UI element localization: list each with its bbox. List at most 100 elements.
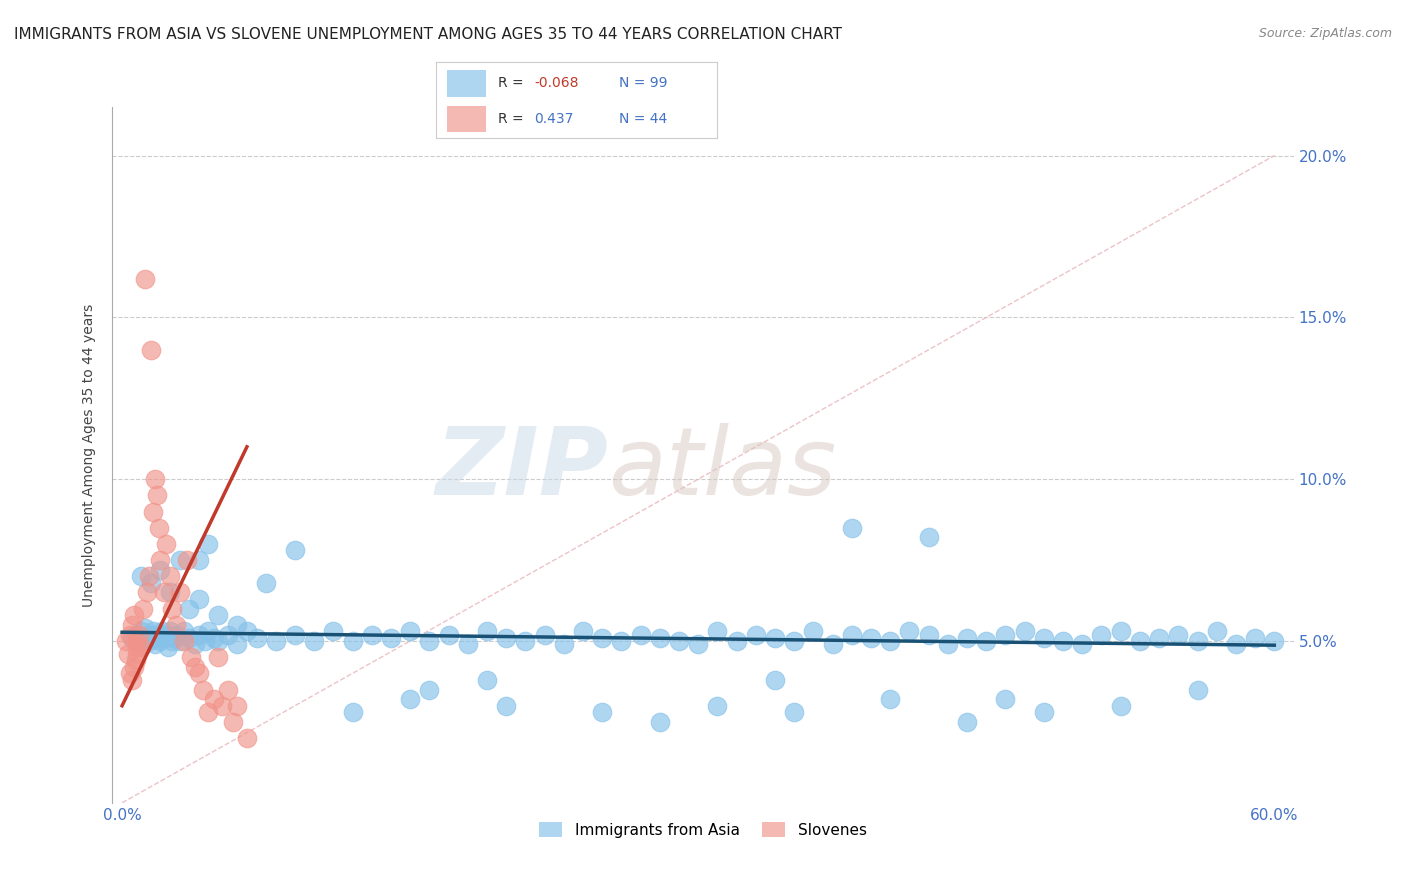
Point [322,624,344,639]
Point [124,627,146,641]
Point [187,666,209,681]
Point [207,608,229,623]
Point [1109,624,1132,639]
Point [648,631,671,645]
Point [197,705,219,719]
Point [132,637,155,651]
Point [173,624,195,639]
Point [1167,627,1189,641]
Point [222,714,245,729]
Point [648,714,671,729]
Point [1032,705,1054,719]
Point [475,673,498,687]
Point [284,543,307,558]
Point [533,627,555,641]
Point [211,698,233,713]
Point [159,624,181,639]
Point [1225,637,1247,651]
Point [129,624,152,639]
Point [936,637,959,651]
Point [127,647,149,661]
Point [202,692,225,706]
Point [142,624,165,639]
Point [124,653,146,667]
Point [191,682,214,697]
Point [360,627,382,641]
Point [879,692,901,706]
Point [1052,634,1074,648]
Point [202,631,225,645]
Point [380,631,402,645]
Text: R =: R = [498,76,527,90]
Point [821,637,844,651]
Point [145,631,167,645]
Point [1187,634,1209,648]
Point [163,631,186,645]
Point [1147,631,1170,645]
Point [187,627,209,641]
Point [142,504,165,518]
Point [226,617,249,632]
Point [917,531,939,545]
Legend: Immigrants from Asia, Slovenes: Immigrants from Asia, Slovenes [533,815,873,844]
Point [495,698,517,713]
Point [879,634,901,648]
Point [745,627,768,641]
Point [143,472,166,486]
Point [197,537,219,551]
Point [148,521,170,535]
Point [134,621,156,635]
Point [155,627,177,641]
Point [179,601,201,615]
Point [118,627,141,641]
Text: atlas: atlas [609,424,837,515]
Point [1205,624,1227,639]
Point [974,634,997,648]
Point [399,692,422,706]
Text: 0.437: 0.437 [534,112,574,127]
Point [264,634,287,648]
Point [207,650,229,665]
Point [515,634,537,648]
Point [1244,631,1267,645]
Point [139,575,162,590]
Text: IMMIGRANTS FROM ASIA VS SLOVENE UNEMPLOYMENT AMONG AGES 35 TO 44 YEARS CORRELATI: IMMIGRANTS FROM ASIA VS SLOVENE UNEMPLOY… [14,27,842,42]
Point [173,634,195,648]
Point [668,634,690,648]
Point [115,634,138,648]
Point [610,634,633,648]
Point [763,631,786,645]
Point [475,624,498,639]
Point [152,624,174,639]
Point [121,673,143,687]
Point [399,624,422,639]
Point [1090,627,1112,641]
Point [956,714,979,729]
Point [149,563,172,577]
Point [160,634,183,648]
Bar [447,70,486,96]
Point [688,637,710,651]
Point [122,608,145,623]
Point [841,521,863,535]
Point [145,488,167,502]
Point [184,637,207,651]
Point [1263,634,1285,648]
Point [159,585,181,599]
Point [803,624,825,639]
Point [236,624,259,639]
Point [184,660,207,674]
Point [572,624,595,639]
Point [139,627,162,641]
Point [124,634,146,648]
Point [153,585,176,599]
Point [994,692,1017,706]
Point [860,631,883,645]
Point [165,617,187,632]
Text: R =: R = [498,112,531,127]
Point [207,634,229,648]
Point [179,631,201,645]
Point [302,634,325,648]
Point [132,601,155,615]
Point [783,634,806,648]
